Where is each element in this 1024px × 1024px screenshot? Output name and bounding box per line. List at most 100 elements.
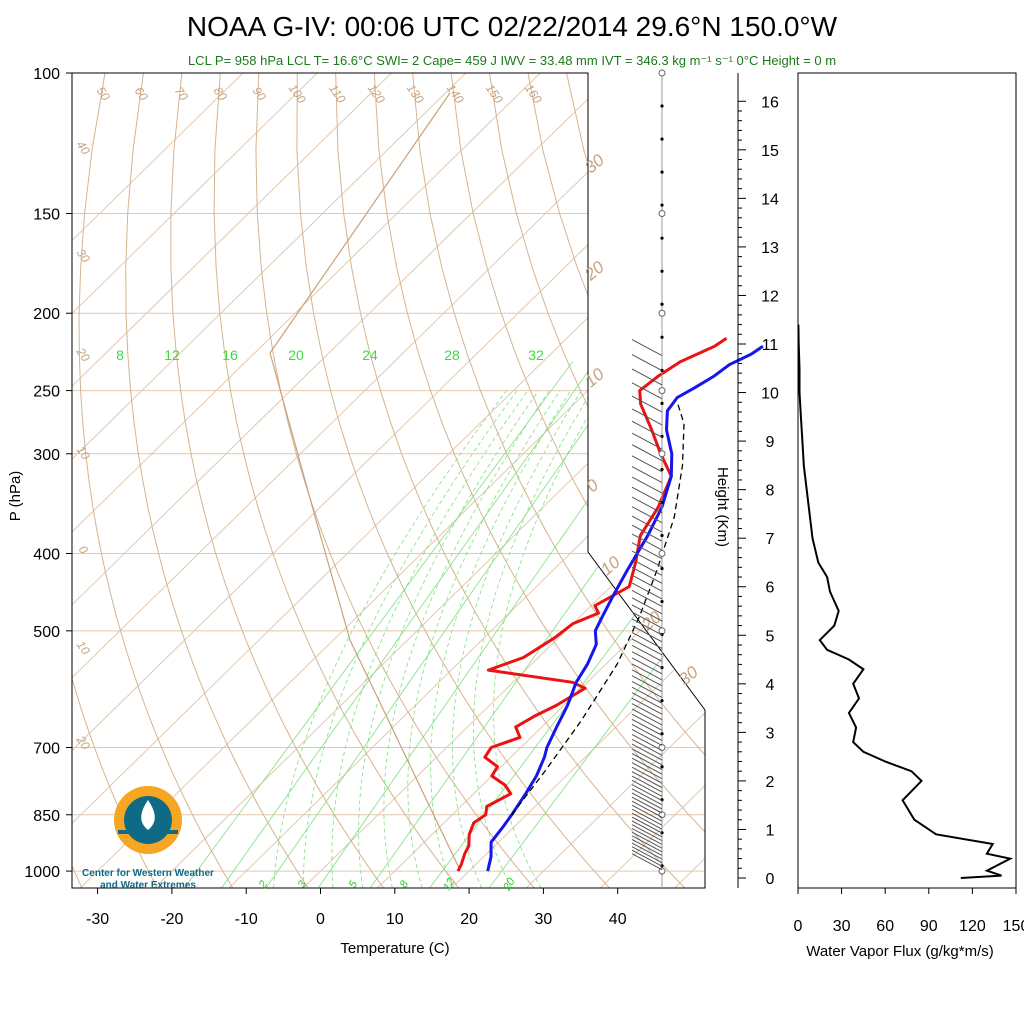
isotherm-line	[72, 73, 318, 888]
wind-barb	[631, 432, 663, 450]
wind-barb	[631, 339, 663, 357]
dry-adiabat-line	[170, 73, 384, 888]
wind-barb	[631, 681, 663, 698]
height-tick-label: 4	[766, 677, 775, 694]
wind-calm-circle	[658, 69, 666, 77]
wind-barb	[631, 692, 663, 710]
dry-adiabat-line	[566, 73, 705, 888]
adiabat-label-top: 130	[404, 81, 427, 106]
wind-barb	[631, 354, 663, 372]
adiabat-label-top: 80	[211, 84, 230, 103]
adiabat-label-top: 150	[483, 81, 506, 106]
wind-barb	[631, 743, 663, 761]
wind-barb	[631, 766, 663, 784]
wvf-x-tick-label: 0	[794, 918, 803, 935]
isotherm-label: 24	[362, 347, 378, 363]
isotherm-line	[154, 73, 705, 888]
adiabat-label-top: 90	[250, 84, 269, 103]
y-tick-label: 300	[33, 447, 60, 464]
wind-barb	[631, 820, 663, 838]
dry-adiabat-line	[450, 73, 705, 888]
wind-barb	[631, 582, 663, 600]
isotherm-label: 28	[444, 347, 460, 363]
wind-barb	[631, 604, 663, 622]
mixing-ratio-line	[265, 361, 633, 888]
wind-calm-circle	[658, 309, 666, 317]
adiabat-label-right: 0	[583, 475, 603, 496]
wind-barb	[631, 675, 663, 693]
adiabat-label-left: 20	[73, 732, 93, 752]
mixing-ratio-line	[221, 361, 596, 888]
wind-barb	[631, 574, 663, 592]
wind-dot	[660, 533, 664, 538]
height-tick-label: 0	[766, 871, 775, 888]
dry-adiabat-line	[125, 73, 309, 888]
height-tick-label: 1	[766, 822, 775, 839]
isotherm-label: 20	[288, 347, 304, 363]
y-axis-label: P (hPa)	[7, 471, 24, 522]
wind-barb	[631, 828, 663, 845]
wind-calm-circle	[658, 450, 666, 458]
adiabat-label-left: 30	[74, 246, 93, 265]
isotherm-line	[72, 73, 392, 888]
wvf-frame	[797, 72, 1017, 889]
wind-barb	[631, 663, 663, 681]
dry-adiabat-line	[913, 73, 1024, 888]
x-tick-label: -20	[160, 911, 183, 928]
wind-barb	[631, 775, 663, 793]
wvf-x-tick-label: 120	[959, 918, 986, 935]
height-tick-label: 10	[761, 386, 779, 403]
skewt-frame	[71, 72, 706, 889]
wind-barb	[631, 618, 663, 636]
wind-barb	[631, 713, 663, 731]
wind-barb	[631, 816, 663, 834]
wind-barb	[631, 644, 663, 662]
wind-dot	[660, 302, 664, 306]
height-tick-label: 7	[766, 531, 775, 548]
y-tick-label: 150	[33, 207, 60, 224]
y-tick-label: 250	[33, 384, 60, 401]
wind-barb	[631, 762, 663, 780]
height-axis-label: Height (Km)	[714, 467, 731, 547]
mixing-ratio-line	[184, 361, 573, 888]
wind-barb	[631, 625, 663, 643]
wind-barb	[631, 669, 663, 687]
wind-barb	[631, 718, 663, 736]
mixing-ratio-label: 20	[501, 875, 518, 893]
dry-adiabat-line	[951, 73, 1024, 888]
isotherm-line	[72, 73, 690, 888]
wind-barb	[631, 831, 663, 849]
wind-barb	[631, 631, 663, 649]
moist-adiabat-line	[302, 390, 518, 888]
y-tick-label: 200	[33, 306, 60, 323]
wind-calm-circle	[658, 867, 666, 875]
isotherm-line	[72, 73, 541, 888]
dry-adiabat-line	[836, 73, 1024, 888]
wind-barb	[631, 771, 663, 789]
wind-barb	[631, 757, 663, 775]
height-tick-label: 8	[766, 483, 775, 500]
wind-barb	[631, 515, 663, 533]
isotherm-line	[72, 73, 615, 888]
wind-barb	[631, 496, 663, 514]
y-tick-label: 850	[33, 808, 60, 825]
wind-barb	[631, 738, 663, 756]
wind-barb	[631, 804, 663, 822]
dry-adiabat-line	[681, 73, 705, 888]
wind-barb	[631, 638, 663, 656]
logo-line-2: and Water Extremes	[100, 880, 196, 891]
isotherm-line	[72, 73, 244, 888]
adiabat-label-right: 20	[580, 257, 608, 285]
wind-barb	[631, 812, 663, 830]
wind-dot	[660, 566, 664, 571]
wind-barb	[631, 792, 663, 810]
wind-barb	[631, 395, 663, 413]
dry-adiabat-line	[72, 73, 158, 888]
wind-dot	[660, 699, 664, 703]
wind-barb	[631, 686, 663, 704]
isotherm-line	[451, 73, 705, 888]
wvf-x-axis-label: Water Vapor Flux (g/kg*m/s)	[806, 943, 994, 960]
dry-adiabat-line	[489, 73, 705, 888]
wind-calm-circle	[658, 627, 666, 635]
